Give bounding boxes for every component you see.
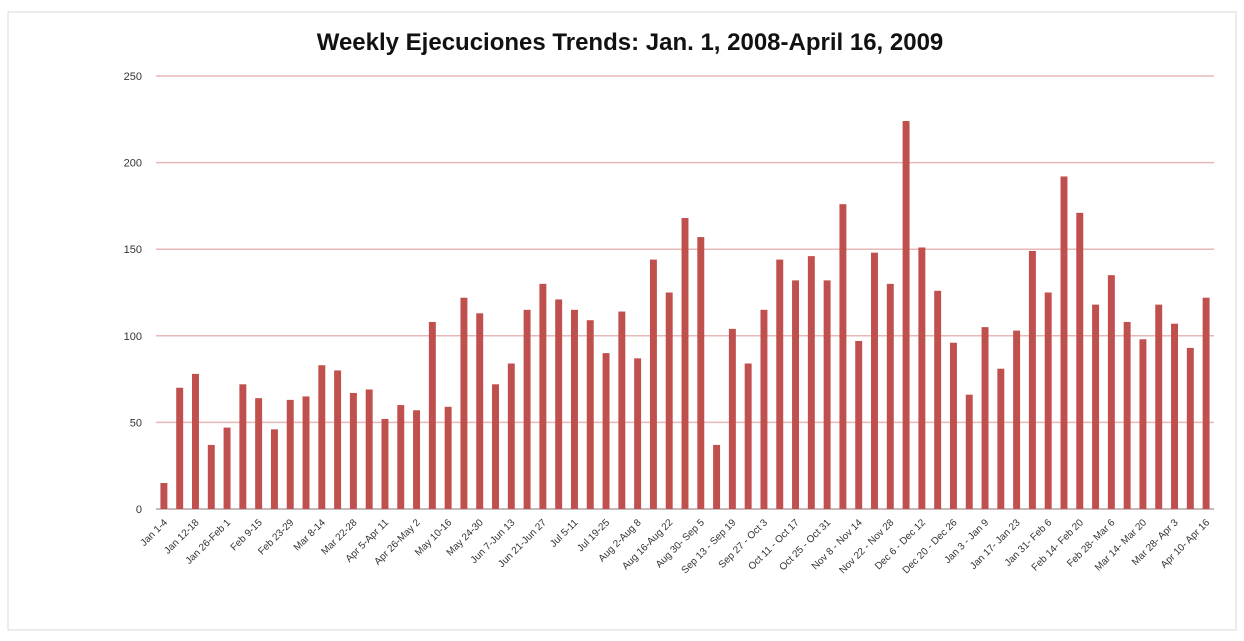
bar bbox=[839, 204, 847, 509]
bar bbox=[618, 311, 626, 509]
bar bbox=[981, 327, 989, 509]
bar bbox=[1013, 330, 1021, 509]
bar bbox=[1202, 297, 1210, 509]
bar bbox=[871, 252, 878, 509]
bar bbox=[476, 313, 484, 509]
bar bbox=[807, 256, 815, 509]
bar bbox=[286, 399, 294, 509]
bar bbox=[792, 280, 800, 509]
bar bbox=[665, 292, 673, 509]
bar bbox=[1076, 212, 1084, 509]
bar bbox=[1139, 339, 1147, 509]
bar bbox=[934, 290, 942, 509]
bar bbox=[997, 368, 1005, 509]
bar bbox=[728, 328, 736, 509]
bar bbox=[855, 340, 863, 509]
bar bbox=[1092, 304, 1100, 509]
bar bbox=[586, 320, 594, 509]
bar bbox=[776, 259, 784, 509]
bar bbox=[176, 387, 184, 509]
bar bbox=[507, 363, 515, 509]
bar bbox=[886, 283, 894, 509]
bar bbox=[365, 389, 373, 509]
bar bbox=[602, 353, 610, 509]
bar bbox=[1171, 323, 1178, 509]
bar bbox=[570, 309, 578, 509]
bar bbox=[949, 342, 957, 509]
bar bbox=[444, 406, 452, 509]
bar bbox=[555, 299, 563, 509]
bar bbox=[918, 247, 926, 509]
bar bbox=[681, 218, 689, 510]
bar bbox=[902, 121, 910, 510]
bar bbox=[160, 483, 168, 509]
bar bbox=[760, 309, 768, 509]
bar bbox=[192, 373, 199, 509]
bar bbox=[428, 321, 436, 509]
bar bbox=[223, 427, 231, 509]
bar bbox=[1028, 250, 1036, 509]
bar bbox=[349, 392, 357, 509]
bar bbox=[255, 398, 263, 509]
chart-title: Weekly Ejecuciones Trends: Jan. 1, 2008-… bbox=[317, 29, 944, 56]
bar bbox=[539, 283, 547, 509]
bar bbox=[1155, 304, 1163, 509]
bar bbox=[460, 297, 468, 509]
bar bbox=[207, 444, 215, 509]
bar bbox=[381, 418, 389, 509]
bar bbox=[965, 394, 973, 509]
bar bbox=[1123, 321, 1131, 509]
bar bbox=[713, 444, 721, 509]
bar bbox=[492, 384, 499, 509]
y-tick-label: 250 bbox=[124, 71, 142, 83]
bar bbox=[270, 429, 278, 509]
bar bbox=[397, 405, 405, 509]
bar bbox=[1060, 176, 1068, 509]
bar bbox=[1107, 275, 1115, 509]
bar bbox=[649, 259, 657, 509]
bar bbox=[697, 237, 705, 510]
y-tick-label: 150 bbox=[124, 244, 142, 256]
y-tick-label: 50 bbox=[130, 417, 142, 429]
bar bbox=[302, 396, 310, 509]
bar bbox=[1044, 292, 1052, 509]
y-tick-label: 200 bbox=[124, 158, 142, 170]
bar bbox=[334, 370, 342, 509]
bar bbox=[744, 363, 752, 509]
y-tick-label: 0 bbox=[136, 504, 142, 516]
bar bbox=[318, 365, 326, 509]
bar bbox=[523, 309, 531, 509]
bar bbox=[634, 358, 642, 509]
bar bbox=[823, 280, 831, 509]
bar bbox=[1186, 347, 1194, 509]
bar bbox=[239, 384, 247, 509]
y-tick-label: 100 bbox=[124, 331, 142, 343]
bar bbox=[413, 410, 421, 509]
